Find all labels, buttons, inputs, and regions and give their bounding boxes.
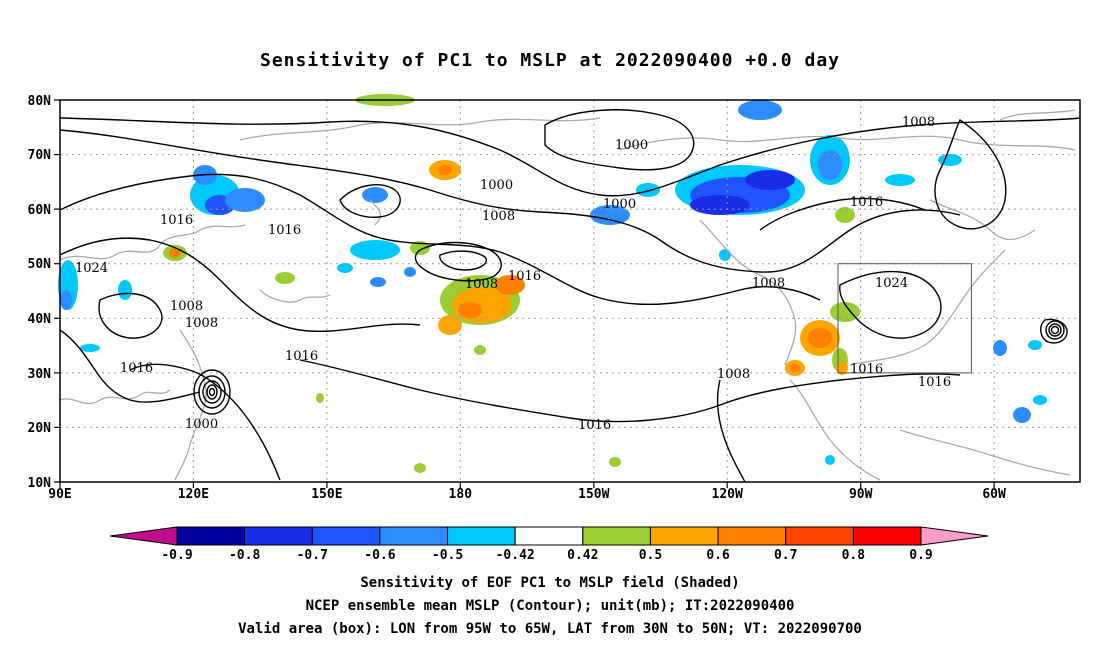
svg-text:180: 180 [449, 487, 473, 502]
svg-text:10N: 10N [28, 476, 52, 491]
svg-text:90W: 90W [849, 487, 873, 502]
graticule [60, 100, 1080, 482]
colorbar-swatch [852, 526, 922, 546]
contour-label: 1024 [75, 261, 108, 276]
svg-text:80N: 80N [28, 94, 52, 109]
contour-labels: 1000 1000 1000 1008 1008 1008 1008 1008 … [75, 115, 951, 433]
colorbar-swatch [514, 526, 584, 546]
svg-text:30N: 30N [28, 367, 52, 382]
plot-frame [59, 99, 1081, 483]
colorbar-tick-label: -0.42 [496, 548, 535, 563]
svg-text:150W: 150W [578, 487, 609, 502]
plot-title: Sensitivity of PC1 to MSLP at 2022090400… [259, 50, 840, 71]
svg-text:60W: 60W [982, 487, 1006, 502]
colorbar: -0.9 -0.8 -0.7 -0.6 -0.5 -0.42 0.42 0.5 0.6 0.7 0.… [109, 526, 989, 563]
axis-ticks [54, 99, 995, 488]
colorbar-tick-label: 0.7 [774, 548, 797, 563]
colorbar-tick-label: -0.6 [364, 548, 395, 563]
colorbar-swatch [244, 526, 313, 546]
contour-label: 1016 [850, 362, 883, 377]
svg-text:120E: 120E [178, 487, 209, 502]
latitude-labels: 80N 70N 60N 50N 40N 30N 20N 10N [28, 94, 52, 491]
colorbar-tick-label: 0.42 [567, 548, 598, 563]
colorbar-low-triangle [109, 526, 178, 546]
contour-label: 1016 [120, 361, 153, 376]
contour-label: 1008 [902, 115, 935, 130]
valid-area-box [837, 263, 972, 374]
contour-label: 1016 [268, 223, 301, 238]
contour-label: 1016 [160, 213, 193, 228]
colorbar-tick-label: 0.8 [842, 548, 866, 563]
colorbar-swatch [649, 526, 719, 546]
colorbar-swatch [717, 526, 787, 546]
contour-label: 1008 [170, 299, 203, 314]
svg-text:60N: 60N [28, 203, 52, 218]
contour-label: 1008 [752, 276, 785, 291]
footer-line-1: Sensitivity of EOF PC1 to MSLP field (Sh… [360, 575, 740, 591]
contour-label: 1000 [185, 417, 218, 432]
contour-label: 1008 [185, 316, 218, 331]
colorbar-tick-label: -0.7 [297, 548, 328, 563]
colorbar-swatch [582, 526, 651, 546]
footer-line-3: Valid area (box): LON from 95W to 65W, L… [238, 621, 862, 637]
contour-label: 1008 [482, 209, 515, 224]
colorbar-swatch [379, 526, 449, 546]
contour-label: 1000 [615, 138, 648, 153]
colorbar-tick-label: 0.9 [909, 548, 932, 563]
svg-text:150E: 150E [311, 487, 342, 502]
contour-label: 1016 [578, 418, 611, 433]
contour-label: 1000 [603, 197, 636, 212]
contour-label: 1016 [850, 195, 883, 210]
contour-label: 1024 [875, 276, 908, 291]
svg-text:40N: 40N [28, 312, 52, 327]
colorbar-swatch [447, 526, 516, 546]
colorbar-tick-label: 0.6 [706, 548, 730, 563]
contour-label: 1008 [717, 367, 750, 382]
colorbar-high-triangle [920, 526, 989, 546]
contour-label: 1016 [918, 375, 951, 390]
contour-label: 1000 [480, 178, 513, 193]
contour-label: 1016 [285, 349, 318, 364]
colorbar-tick-label: -0.8 [229, 548, 260, 563]
svg-text:90E: 90E [48, 487, 71, 502]
footer-line-2: NCEP ensemble mean MSLP (Contour); unit(… [305, 598, 795, 614]
colorbar-tick-label: -0.9 [161, 548, 192, 563]
colorbar-tick-label: 0.5 [639, 548, 662, 563]
colorbar-tick-label: -0.5 [432, 548, 463, 563]
contour-label: 1008 [465, 277, 498, 292]
svg-text:20N: 20N [28, 421, 52, 436]
colorbar-swatch [311, 526, 381, 546]
colorbar-swatch [176, 526, 246, 546]
contour-label: 1016 [508, 269, 541, 284]
coastlines [59, 109, 1076, 481]
mslp-contours [59, 109, 1081, 483]
longitude-labels: 90E 120E 150E 180 150W 120W 90W 60W [48, 487, 1006, 502]
colorbar-swatch [785, 526, 854, 546]
svg-text:70N: 70N [28, 148, 52, 163]
svg-text:120W: 120W [712, 487, 743, 502]
svg-text:50N: 50N [28, 257, 52, 272]
